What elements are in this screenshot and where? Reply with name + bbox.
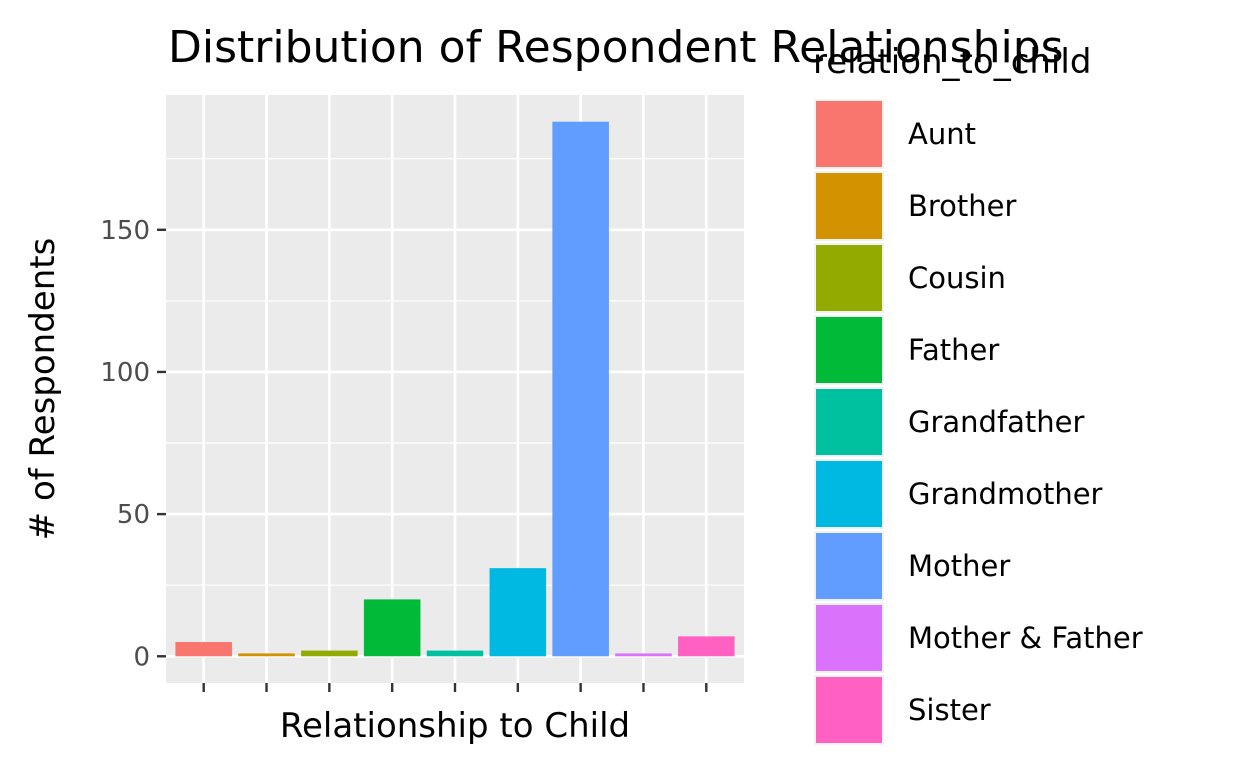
bar-brother — [238, 653, 295, 657]
legend-label: Cousin — [908, 261, 1006, 295]
legend-label: Mother — [908, 549, 1010, 583]
legend-item: Mother & Father — [814, 603, 1143, 673]
legend-item: Grandmother — [814, 459, 1103, 529]
legend-swatch — [816, 605, 882, 671]
bars — [175, 121, 735, 657]
bar-sister — [678, 636, 735, 657]
legend-label: Grandfather — [908, 405, 1085, 439]
bar-father — [363, 599, 421, 657]
legend-item: Aunt — [814, 99, 976, 169]
legend-title: relation_to_child — [813, 42, 1091, 82]
legend-swatch — [816, 317, 882, 383]
legend-swatch — [816, 101, 882, 167]
y-tick-label: 50 — [117, 500, 150, 530]
legend-label: Father — [908, 333, 999, 367]
legend-item: Mother — [814, 531, 1010, 601]
legend-item: Grandfather — [814, 387, 1085, 457]
legend-item: Cousin — [814, 243, 1006, 313]
legend-swatch — [816, 389, 882, 455]
legend-swatch — [816, 245, 882, 311]
y-tick-label: 150 — [100, 216, 150, 246]
y-tick-label: 100 — [100, 358, 150, 388]
y-axis: 0 50 100 150 — [100, 216, 166, 672]
bar-aunt — [175, 642, 232, 657]
legend-swatch — [816, 461, 882, 527]
chart-title: Distribution of Respondent Relationships — [168, 22, 1064, 73]
y-axis-title: # of Respondents — [23, 238, 63, 541]
legend-label: Brother — [908, 189, 1017, 223]
bar-grandmother — [489, 568, 547, 657]
legend-swatch — [816, 533, 882, 599]
legend-item: Father — [814, 315, 999, 385]
legend-label: Mother & Father — [908, 621, 1143, 655]
x-axis — [202, 683, 708, 692]
legend-label: Aunt — [908, 117, 976, 151]
bar-mother — [552, 121, 609, 657]
legend-label: Grandmother — [908, 477, 1103, 511]
legend-label: Sister — [908, 693, 991, 727]
legend-swatch — [816, 173, 882, 239]
x-axis-title: Relationship to Child — [280, 706, 630, 746]
legend-item: Sister — [814, 675, 991, 745]
y-tick-label: 0 — [133, 642, 150, 672]
legend-item: Brother — [814, 171, 1017, 241]
bar-mother-father — [615, 653, 672, 657]
legend: Aunt Brother Cousin Father Grandfather Grandm… — [814, 99, 1143, 745]
bar-cousin — [301, 650, 358, 657]
bar-grandfather — [426, 650, 484, 657]
legend-swatch — [816, 677, 882, 743]
